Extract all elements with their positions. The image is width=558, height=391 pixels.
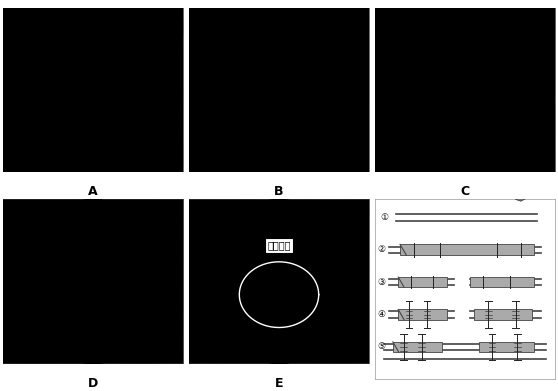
Text: ④: ④ [377, 310, 385, 319]
PathPatch shape [189, 199, 369, 364]
Bar [470, 277, 533, 287]
Bar [479, 342, 533, 352]
Text: F: F [461, 390, 469, 391]
Text: B: B [274, 185, 284, 198]
Text: C: C [460, 185, 470, 198]
Text: 移植静脉: 移植静脉 [267, 240, 291, 250]
Text: ③: ③ [377, 278, 385, 287]
Bar [474, 310, 532, 319]
Bar [398, 310, 447, 319]
Bar [393, 342, 441, 352]
PathPatch shape [189, 8, 369, 172]
PathPatch shape [3, 8, 183, 172]
Text: D: D [88, 377, 98, 390]
Text: E: E [275, 377, 283, 390]
Polygon shape [516, 187, 541, 201]
Bar [398, 277, 447, 287]
PathPatch shape [3, 199, 183, 364]
Text: ②: ② [377, 245, 385, 254]
Text: ⑤: ⑤ [377, 343, 385, 352]
PathPatch shape [375, 8, 555, 172]
Text: ①: ① [381, 213, 389, 222]
Text: A: A [88, 185, 98, 198]
Bar [400, 244, 533, 255]
